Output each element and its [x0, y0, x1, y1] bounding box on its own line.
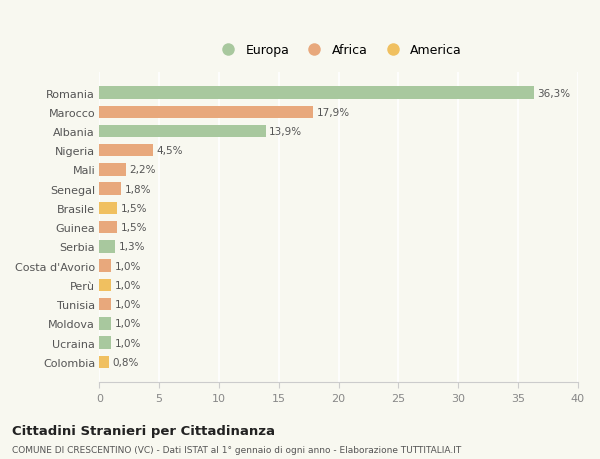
Bar: [99, 202, 117, 215]
Bar: [99, 336, 111, 349]
Bar: [99, 145, 153, 157]
Bar: [99, 356, 109, 368]
Text: 1,5%: 1,5%: [121, 223, 148, 233]
Bar: [99, 221, 117, 234]
Text: 1,0%: 1,0%: [115, 261, 141, 271]
Text: 1,8%: 1,8%: [124, 185, 151, 194]
Bar: [99, 164, 125, 176]
Bar: [99, 260, 111, 272]
Text: Cittadini Stranieri per Cittadinanza: Cittadini Stranieri per Cittadinanza: [12, 424, 275, 437]
Text: 1,0%: 1,0%: [115, 319, 141, 329]
Bar: [99, 87, 533, 100]
Bar: [99, 318, 111, 330]
Text: 17,9%: 17,9%: [317, 107, 350, 118]
Text: 0,8%: 0,8%: [112, 357, 139, 367]
Bar: [99, 125, 266, 138]
Text: 1,3%: 1,3%: [118, 242, 145, 252]
Bar: [99, 279, 111, 291]
Bar: [99, 298, 111, 311]
Text: 36,3%: 36,3%: [537, 88, 571, 98]
Text: 2,2%: 2,2%: [129, 165, 156, 175]
Bar: [99, 106, 313, 119]
Text: 1,0%: 1,0%: [115, 280, 141, 290]
Text: 1,0%: 1,0%: [115, 299, 141, 309]
Text: 4,5%: 4,5%: [157, 146, 183, 156]
Legend: Europa, Africa, America: Europa, Africa, America: [211, 39, 467, 62]
Text: 1,5%: 1,5%: [121, 203, 148, 213]
Bar: [99, 183, 121, 196]
Bar: [99, 241, 115, 253]
Text: 13,9%: 13,9%: [269, 127, 302, 137]
Text: COMUNE DI CRESCENTINO (VC) - Dati ISTAT al 1° gennaio di ogni anno - Elaborazion: COMUNE DI CRESCENTINO (VC) - Dati ISTAT …: [12, 445, 461, 454]
Text: 1,0%: 1,0%: [115, 338, 141, 348]
